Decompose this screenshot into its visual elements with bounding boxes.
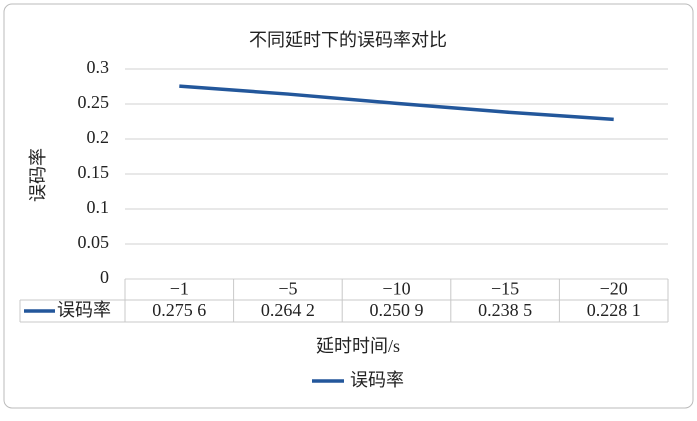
y-tick-label: 0.1 <box>87 197 110 217</box>
y-tick-label: 0.3 <box>87 57 110 77</box>
x-tick-label: −10 <box>382 279 410 299</box>
y-tick-label: 0.25 <box>78 92 110 112</box>
series-line <box>179 84 614 122</box>
x-tick-label: −1 <box>170 279 189 299</box>
table-value: 0.238 5 <box>478 300 532 320</box>
y-tick-label: 0 <box>100 267 109 287</box>
y-axis-label: 误码率 <box>28 148 48 202</box>
legend-label: 误码率 <box>350 370 404 390</box>
table-value: 0.275 6 <box>152 300 206 320</box>
chart-border <box>3 3 694 409</box>
x-tick-label: −20 <box>600 279 628 299</box>
table-series-name: 误码率 <box>57 300 111 320</box>
table-value: 0.264 2 <box>261 300 315 320</box>
table-value: 0.250 9 <box>370 300 424 320</box>
y-tick-label: 0.05 <box>78 232 110 252</box>
x-tick-label: −5 <box>278 279 297 299</box>
y-tick-label: 0.2 <box>87 127 110 147</box>
table-value: 0.228 1 <box>587 300 641 320</box>
x-axis-label: 延时时间/s <box>316 336 400 356</box>
x-tick-label: −15 <box>491 279 519 299</box>
y-tick-label: 0.15 <box>78 162 110 182</box>
chart-title: 不同延时下的误码率对比 <box>249 30 447 50</box>
